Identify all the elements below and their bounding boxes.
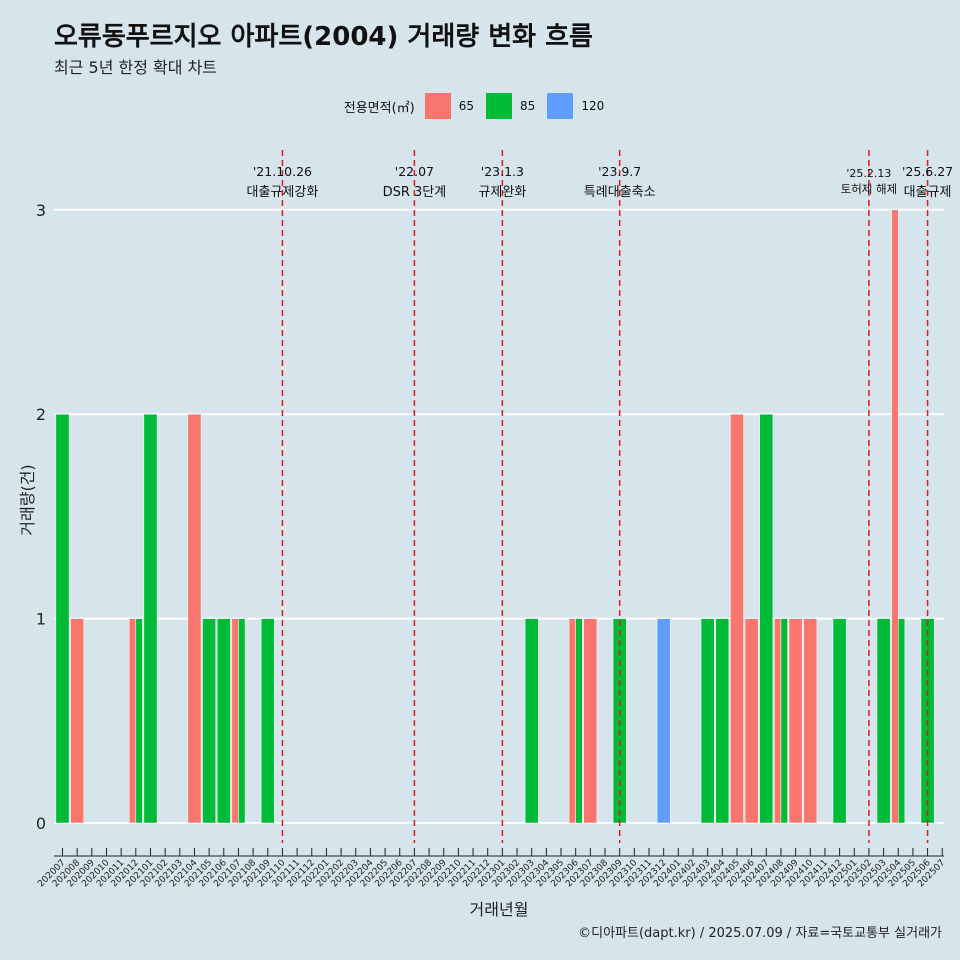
event-date-label: '22.07	[395, 164, 434, 179]
event-date-label: '25.6.27	[902, 164, 953, 179]
bar-202409-65	[788, 618, 803, 824]
legend-swatch-85	[486, 93, 513, 119]
y-tick-label: 1	[36, 610, 46, 629]
event-label: 토허제 해제	[841, 182, 898, 196]
legend-swatch-120	[547, 93, 574, 119]
source-caption: ©디아파트(dapt.kr) / 2025.07.09 / 자료=국토교통부 실…	[578, 926, 942, 941]
bar-202306-65	[568, 618, 576, 824]
bar-202012-65	[128, 618, 137, 824]
event-date-label: '25.2.13	[846, 167, 891, 180]
bar-202107-85	[238, 618, 246, 824]
legend-label-120: 120	[581, 99, 605, 113]
bar-202012-85	[135, 618, 143, 824]
bar-202405-65	[730, 413, 744, 824]
bar-202303-85	[524, 618, 539, 824]
legend-title: 전용면적(㎡)	[343, 100, 415, 116]
bar-202105-85	[202, 618, 216, 824]
legend-item-65: 65	[424, 93, 475, 119]
legend-swatch-65	[424, 93, 451, 119]
bar-202312-120	[656, 618, 671, 824]
bar-202306-85	[575, 618, 583, 824]
event-date-label: '21.10.26	[253, 164, 312, 179]
bar-202007-85	[55, 413, 70, 824]
y-tick-label: 2	[36, 405, 46, 424]
chart-title: 오류동푸르지오 아파트(2004) 거래량 변화 흐름	[54, 22, 593, 52]
bar-202408-85	[780, 618, 788, 824]
bar-202412-85	[832, 618, 847, 824]
bar-202504-85	[897, 618, 906, 824]
event-label: 규제완화	[478, 185, 526, 200]
bar-202403-85	[700, 618, 715, 824]
bar-202408-65	[774, 618, 782, 824]
bar-202101-85	[143, 413, 158, 824]
bar-202410-65	[803, 618, 818, 824]
bar-202406-65	[744, 618, 759, 824]
bar-202008-65	[70, 618, 85, 824]
y-tick-label: 3	[36, 201, 46, 220]
legend-label-65: 65	[458, 99, 475, 113]
bar-202107-65	[231, 618, 239, 824]
bar-202404-85	[715, 618, 730, 824]
legend-item-120: 120	[547, 93, 604, 119]
y-tick-label: 0	[36, 814, 46, 833]
event-label: 대출규제강화	[247, 185, 319, 200]
legend-label-85: 85	[520, 99, 536, 113]
bar-202109-85	[260, 618, 275, 824]
x-axis-title: 거래년월	[470, 900, 529, 919]
chart-subtitle: 최근 5년 한정 확대 차트	[54, 58, 218, 77]
event-label: 대출규제	[904, 185, 952, 200]
bar-202106-85	[216, 618, 231, 824]
event-date-label: '23.9.7	[598, 164, 641, 179]
event-label: DSR 3단계	[383, 185, 447, 200]
bar-202307-65	[583, 618, 598, 824]
legend-item-85: 85	[486, 93, 535, 119]
bar-202503-85	[876, 618, 891, 824]
event-date-label: '23.1.3	[481, 164, 524, 179]
y-axis-title: 거래량(건)	[18, 464, 37, 535]
legend: 전용면적(㎡) 65 85 120	[0, 93, 960, 119]
event-label: 특례대출축소	[584, 185, 656, 200]
bar-202504-65	[891, 209, 899, 824]
bar-202407-85	[759, 413, 774, 824]
bar-202104-65	[187, 413, 202, 824]
